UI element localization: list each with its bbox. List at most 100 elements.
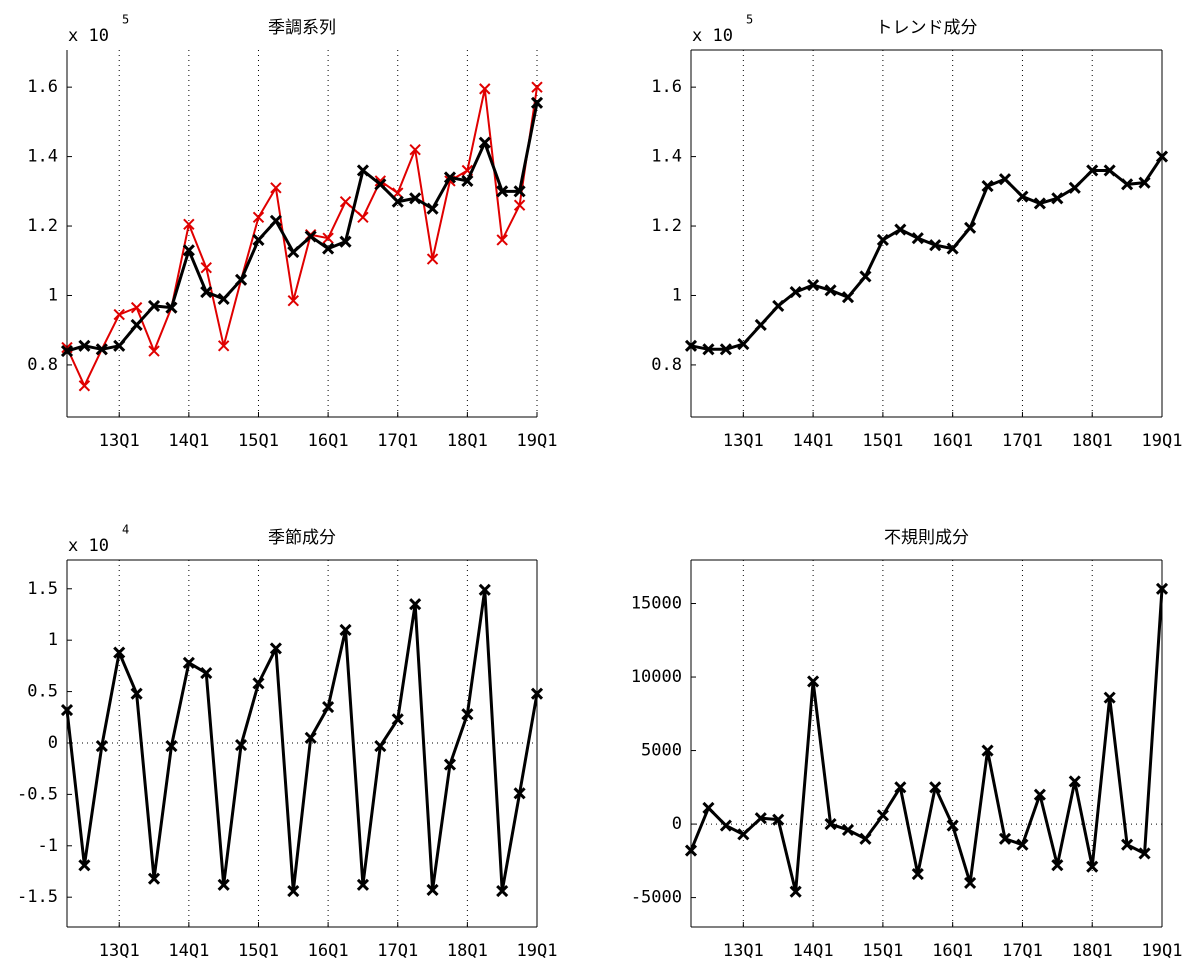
marker-stroke — [998, 173, 1012, 186]
marker — [200, 261, 212, 274]
marker — [964, 221, 977, 234]
marker — [894, 781, 907, 794]
marker-stroke — [964, 221, 977, 234]
marker — [824, 284, 837, 297]
marker-stroke — [789, 285, 802, 299]
x-tick-label: 14Q1 — [168, 431, 209, 451]
marker — [235, 738, 248, 752]
marker-stroke — [426, 883, 439, 897]
marker-stroke — [287, 884, 300, 898]
marker-stroke — [235, 273, 248, 286]
marker — [461, 174, 474, 187]
marker — [998, 173, 1012, 186]
marker-stroke — [443, 758, 457, 771]
marker — [981, 744, 994, 757]
marker-stroke — [876, 809, 889, 822]
x-tick-label: 16Q1 — [932, 431, 973, 451]
marker-stroke — [461, 164, 474, 177]
marker-stroke — [1103, 691, 1116, 704]
marker — [1103, 691, 1116, 704]
marker — [113, 646, 126, 659]
marker-stroke — [78, 339, 91, 352]
marker — [182, 244, 195, 257]
y-tick-label: 0.8 — [27, 355, 58, 375]
marker — [339, 235, 352, 248]
marker — [95, 740, 108, 753]
marker-stroke — [479, 83, 491, 95]
marker — [1051, 859, 1064, 872]
y-tick-label: 0 — [672, 814, 682, 834]
marker-stroke — [824, 284, 837, 297]
series-line — [690, 155, 1164, 351]
marker-stroke — [252, 677, 265, 690]
marker — [426, 883, 439, 897]
marker — [113, 308, 125, 321]
marker-stroke — [754, 812, 767, 825]
marker — [754, 318, 767, 332]
marker — [702, 801, 715, 814]
marker-stroke — [409, 143, 421, 156]
marker — [754, 812, 767, 825]
marker — [859, 832, 872, 845]
marker-stroke — [200, 667, 213, 680]
marker — [304, 731, 317, 744]
marker-stroke — [894, 781, 907, 794]
x-tick-label: 19Q1 — [517, 941, 558, 961]
y-tick-label: 1.5 — [27, 579, 58, 599]
marker — [737, 338, 750, 351]
series-line — [66, 102, 539, 353]
marker-stroke — [461, 708, 474, 721]
marker — [789, 285, 802, 299]
marker — [772, 813, 785, 826]
y-tick-label: 1 — [48, 285, 58, 305]
marker — [1033, 788, 1046, 801]
y-tick-label: 1.2 — [651, 216, 682, 236]
marker-stroke — [252, 233, 265, 246]
y-tick-label: 1 — [672, 285, 682, 305]
y-tick-label: 0.5 — [27, 682, 58, 702]
marker-stroke — [1051, 192, 1064, 205]
marker-stroke — [929, 239, 942, 252]
marker-stroke — [182, 656, 195, 669]
y-tick-label: 0 — [48, 733, 58, 753]
multiplier-base: x 10 — [68, 536, 109, 556]
marker — [478, 583, 491, 596]
marker-stroke — [269, 642, 282, 655]
marker-stroke — [130, 318, 143, 332]
marker — [876, 233, 889, 246]
marker — [409, 598, 422, 611]
marker-stroke — [165, 301, 178, 314]
marker-stroke — [148, 345, 160, 357]
marker-stroke — [200, 261, 212, 274]
marker-stroke — [824, 818, 837, 831]
marker-stroke — [374, 740, 387, 753]
marker — [183, 218, 195, 231]
marker — [719, 819, 732, 832]
marker — [479, 83, 491, 95]
y-tick-label: 1.2 — [27, 216, 58, 236]
marker — [147, 872, 161, 885]
marker-stroke — [478, 583, 491, 596]
marker — [1121, 178, 1134, 191]
chart-title: 季調系列 — [268, 18, 336, 38]
marker-stroke — [217, 340, 230, 352]
marker-stroke — [339, 235, 352, 248]
marker-stroke — [496, 185, 509, 198]
y-tick-label: -1 — [38, 836, 58, 856]
marker-stroke — [183, 218, 195, 231]
marker — [95, 343, 108, 356]
marker-stroke — [772, 299, 785, 312]
marker — [929, 781, 942, 794]
marker-stroke — [513, 787, 526, 800]
marker — [496, 234, 508, 246]
marker — [981, 180, 994, 193]
marker — [513, 787, 526, 800]
marker-stroke — [807, 278, 820, 292]
marker — [824, 818, 837, 831]
marker-stroke — [322, 242, 335, 255]
marker-stroke — [1138, 847, 1151, 860]
marker-stroke — [702, 801, 715, 814]
marker — [270, 182, 282, 194]
marker-stroke — [356, 878, 369, 891]
marker-stroke — [374, 175, 387, 187]
